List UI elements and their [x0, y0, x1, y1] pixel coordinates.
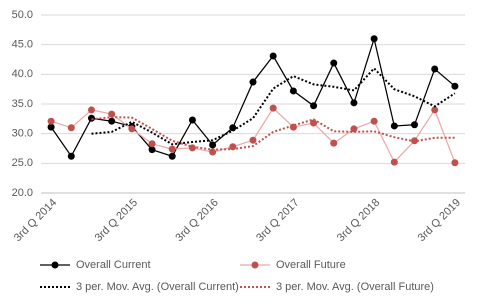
- data-point: [47, 123, 55, 131]
- x-tick-label: 3rd Q 2019: [416, 197, 463, 244]
- data-point: [87, 114, 95, 122]
- data-point: [330, 59, 338, 67]
- legend-label: 3 per. Mov. Avg. (Overall Future): [276, 281, 434, 293]
- x-tick-label: 3rd Q 2014: [12, 197, 59, 244]
- data-point: [350, 99, 358, 107]
- x-tick-label: 3rd Q 2016: [173, 197, 220, 244]
- data-point: [209, 141, 217, 149]
- data-point: [411, 121, 419, 129]
- y-tick-label: 25.0: [12, 157, 33, 169]
- legend-label: Overall Current: [76, 259, 151, 271]
- data-point: [168, 152, 176, 160]
- y-tick-label: 40.0: [12, 68, 33, 80]
- data-point: [47, 117, 55, 125]
- data-point: [370, 117, 378, 125]
- series-line: [91, 116, 455, 151]
- data-point: [128, 125, 136, 133]
- data-point: [269, 52, 277, 60]
- data-point: [148, 140, 156, 148]
- data-point: [269, 104, 277, 112]
- data-point: [108, 117, 116, 125]
- legend-marker: [51, 261, 59, 269]
- data-point: [67, 152, 75, 160]
- data-point: [168, 145, 176, 153]
- y-tick-label: 50.0: [12, 9, 33, 21]
- y-tick-label: 30.0: [12, 128, 33, 140]
- data-point: [148, 146, 156, 154]
- data-point: [229, 143, 237, 151]
- data-point: [249, 78, 257, 86]
- data-point: [188, 116, 196, 124]
- data-point: [390, 158, 398, 166]
- data-point: [370, 35, 378, 43]
- data-point: [249, 136, 257, 144]
- legend-marker: [251, 261, 259, 269]
- data-point: [310, 119, 318, 127]
- data-point: [431, 106, 439, 114]
- data-point: [67, 124, 75, 132]
- legend-label: 3 per. Mov. Avg. (Overall Current): [76, 281, 239, 293]
- data-point: [310, 102, 318, 110]
- data-point: [451, 159, 459, 167]
- x-tick-label: 3rd Q 2017: [254, 197, 301, 244]
- data-point: [229, 124, 237, 132]
- x-tick-label: 3rd Q 2018: [335, 197, 382, 244]
- data-point: [390, 122, 398, 130]
- data-point: [87, 106, 95, 114]
- y-tick-label: 35.0: [12, 98, 33, 110]
- y-tick-label: 20.0: [12, 187, 33, 199]
- data-point: [350, 125, 358, 133]
- data-point: [209, 148, 217, 156]
- data-point: [451, 82, 459, 90]
- x-tick-label: 3rd Q 2015: [93, 197, 140, 244]
- y-tick-label: 45.0: [12, 39, 33, 51]
- data-point: [108, 110, 116, 118]
- data-point: [289, 87, 297, 95]
- legend-label: Overall Future: [276, 259, 346, 271]
- data-point: [330, 139, 338, 147]
- series-line: [91, 66, 456, 146]
- data-point: [431, 65, 439, 73]
